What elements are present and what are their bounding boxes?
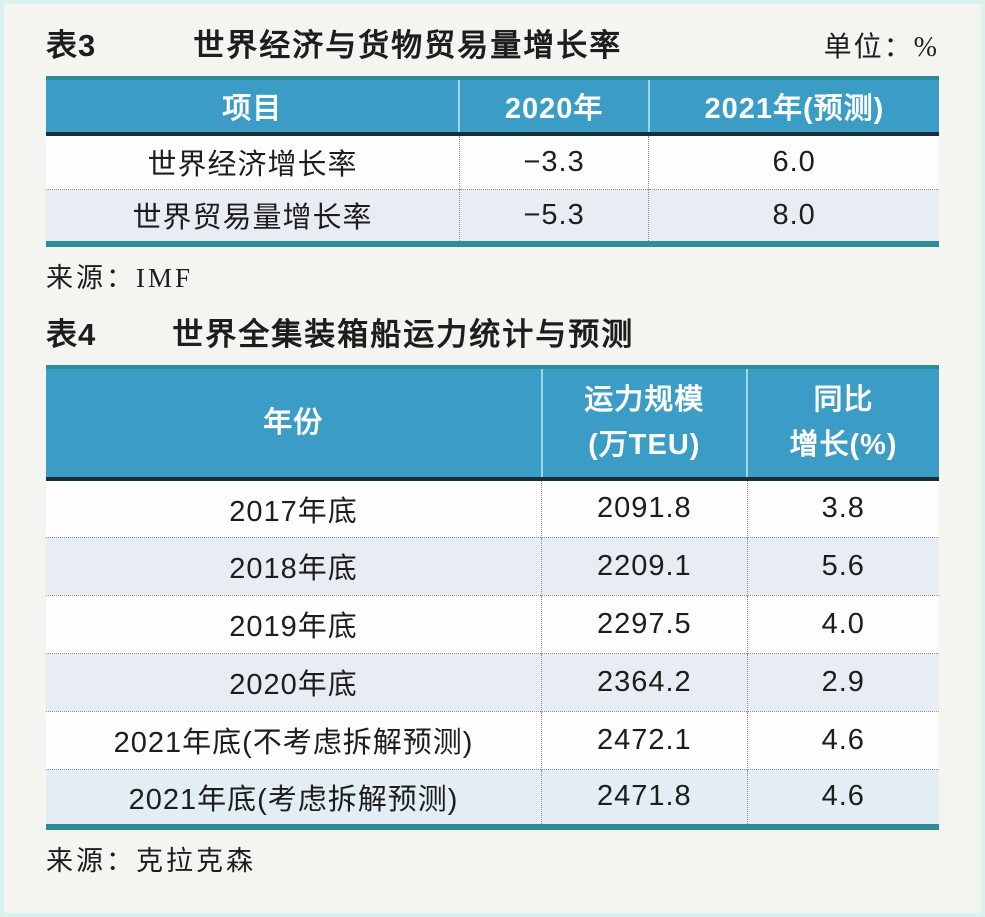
cell-capacity: 2472.1	[541, 710, 747, 769]
table-row: 2021年底(考虑拆解预测) 2471.8 4.6	[46, 768, 939, 827]
table3-label: 表3	[46, 28, 97, 63]
header-line: (万TEU)	[588, 429, 701, 461]
cell-capacity: 2091.8	[541, 479, 747, 537]
cell-year: 2018年底	[46, 536, 542, 595]
header-line: 运力规模	[584, 384, 705, 417]
table3-title-row: 表3 世界经济与货物贸易量增长率 单位：%	[46, 14, 939, 76]
table3: 项目 2020年 2021年(预测) 世界经济增长率 −3.3 6.0 世界贸易…	[46, 76, 939, 247]
cell-capacity: 2471.8	[541, 768, 747, 827]
table4-header-row: 年份 运力规模 (万TEU) 同比 增长(%)	[46, 367, 939, 481]
table4-section: 表4 世界全集装箱船运力统计与预测 年份 运力规模 (万TEU) 同比 增长(%…	[46, 303, 939, 886]
cell-2021-value: 8.0	[648, 188, 939, 244]
cell-year: 2021年底(考虑拆解预测)	[46, 768, 542, 827]
table4-col-header-year: 年份	[46, 367, 542, 481]
cell-year: 2019年底	[46, 594, 542, 653]
cell-growth: 2.9	[746, 652, 939, 711]
table3-col-header-2021: 2021年(预测)	[647, 78, 939, 136]
table-row: 2017年底 2091.8 3.8	[46, 479, 939, 537]
cell-2020-value: −3.3	[458, 134, 649, 189]
cell-2021-value: 6.0	[648, 134, 939, 189]
cell-year: 2020年底	[46, 652, 542, 711]
cell-2020-value: −5.3	[458, 188, 649, 244]
cell-year: 2017年底	[46, 479, 542, 537]
table-row: 2020年底 2364.2 2.9	[46, 652, 939, 711]
header-line: 同比	[813, 384, 874, 417]
table3-title: 世界经济与货物贸易量增长率	[193, 28, 623, 63]
table-row: 世界贸易量增长率 −5.3 8.0	[46, 188, 939, 244]
header-line: 年份	[263, 406, 324, 439]
table3-unit-label: 单位：%	[823, 32, 939, 63]
table3-col-header-2020: 2020年	[458, 78, 649, 136]
cell-item: 世界贸易量增长率	[46, 188, 460, 244]
table4-col-header-growth: 同比 增长(%)	[746, 367, 939, 481]
cell-year: 2021年底(不考虑拆解预测)	[46, 710, 542, 769]
cell-growth: 5.6	[746, 536, 939, 595]
table-row: 世界经济增长率 −3.3 6.0	[46, 134, 939, 189]
table3-section: 表3 世界经济与货物贸易量增长率 单位：% 项目 2020年 2021年(预测)…	[46, 14, 939, 303]
table3-source: 来源：IMF	[46, 262, 194, 293]
table-row: 2018年底 2209.1 5.6	[46, 536, 939, 595]
table3-col-header-item: 项目	[46, 78, 460, 136]
table4-col-header-capacity: 运力规模 (万TEU)	[540, 367, 747, 481]
cell-capacity: 2209.1	[541, 536, 747, 595]
cell-growth: 4.6	[746, 710, 939, 769]
cell-growth: 4.0	[746, 594, 939, 653]
table4-title: 世界全集装箱船运力统计与预测	[172, 317, 635, 352]
table-row: 2021年底(不考虑拆解预测) 2472.1 4.6	[46, 710, 939, 769]
cell-capacity: 2297.5	[541, 594, 747, 653]
table4-title-row: 表4 世界全集装箱船运力统计与预测	[46, 303, 939, 365]
cell-capacity: 2364.2	[541, 652, 747, 711]
table4-label: 表4	[46, 317, 97, 352]
table-row: 2019年底 2297.5 4.0	[46, 594, 939, 653]
document-page: 表3 世界经济与货物贸易量增长率 单位：% 项目 2020年 2021年(预测)…	[4, 4, 981, 913]
table4: 年份 运力规模 (万TEU) 同比 增长(%) 2017年底 2091.8	[46, 365, 939, 830]
header-line: 增长(%)	[789, 429, 898, 461]
cell-item: 世界经济增长率	[46, 134, 460, 189]
cell-growth: 4.6	[746, 768, 939, 827]
table3-header-row: 项目 2020年 2021年(预测)	[46, 78, 939, 136]
cell-growth: 3.8	[746, 479, 939, 537]
table4-source: 来源：克拉克森	[46, 845, 256, 876]
